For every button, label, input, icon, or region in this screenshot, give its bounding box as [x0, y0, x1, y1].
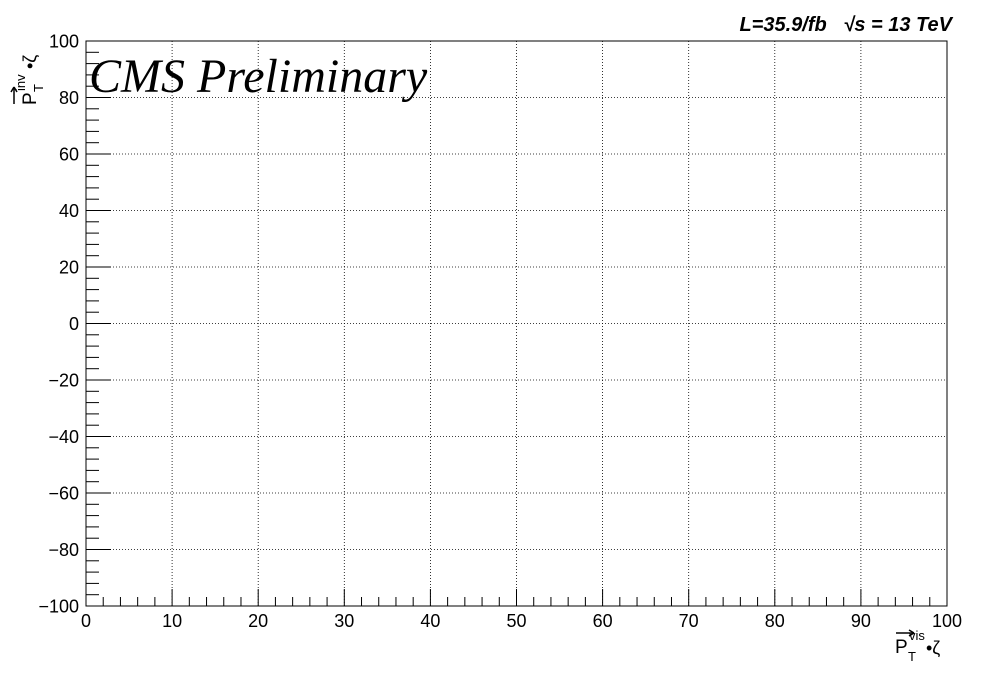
tick-labels: 0 10 20 30 40 50 60 70 80 90 100 −100 −80 −60 −40 −20 0 2…: [38, 32, 962, 632]
x-axis-label: P T vis •ζ: [895, 628, 940, 664]
y-axis-label-vector-arrowhead: [10, 86, 18, 93]
plot-frame: [85, 40, 948, 607]
x-tick-label: 70: [679, 611, 699, 631]
x-axis-label-sub: T: [908, 649, 916, 664]
y-axis-label-sub: T: [31, 84, 46, 92]
x-tick-label: 10: [162, 611, 182, 631]
grid: [86, 41, 947, 606]
x-tick-label: 20: [248, 611, 268, 631]
y-tick-label: 80: [59, 88, 79, 108]
y-axis-label-suffix: •ζ: [20, 55, 40, 69]
x-tick-label: 0: [81, 611, 91, 631]
y-axis-label: P T inv •ζ: [10, 55, 46, 105]
y-tick-label: −60: [48, 484, 79, 504]
x-tick-label: 40: [420, 611, 440, 631]
x-tick-label: 100: [932, 611, 962, 631]
x-axis-label-sup: vis: [909, 628, 925, 643]
x-axis-label-suffix: •ζ: [926, 638, 940, 658]
y-tick-label: 0: [69, 314, 79, 334]
y-axis-label-sup: inv: [13, 74, 28, 91]
y-tick-label: 20: [59, 258, 79, 278]
y-tick-label: 40: [59, 201, 79, 221]
y-tick-label: −100: [38, 597, 79, 617]
minor-ticks: [86, 51, 931, 606]
chart-title-right: L=35.9/fb √s = 13 TeV: [739, 14, 953, 36]
chart-title-left: CMS Preliminary: [89, 50, 428, 103]
x-tick-label: 50: [506, 611, 526, 631]
x-tick-label: 80: [765, 611, 785, 631]
y-axis-label-main: P: [20, 92, 41, 105]
y-tick-label: −80: [48, 540, 79, 560]
y-tick-label: 60: [59, 145, 79, 165]
x-tick-label: 60: [593, 611, 613, 631]
x-tick-label: 30: [334, 611, 354, 631]
y-tick-label: 100: [49, 32, 79, 52]
x-axis-label-vector-arrowhead: [908, 629, 915, 637]
x-axis-label-main: P: [895, 637, 908, 658]
y-tick-label: −40: [48, 427, 79, 447]
y-tick-label: −20: [48, 371, 79, 391]
x-tick-label: 90: [851, 611, 871, 631]
